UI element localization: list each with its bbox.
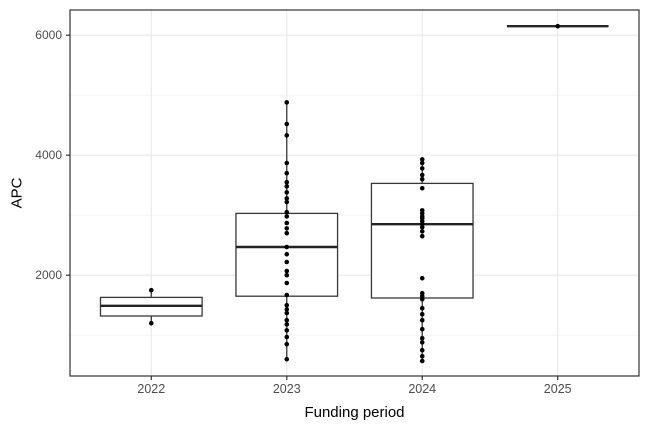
- data-point: [284, 251, 290, 257]
- boxplot-group-2022: [99, 287, 203, 326]
- data-point: [284, 356, 290, 362]
- data-point: [284, 226, 290, 231]
- y-tick-label: 6000: [35, 28, 62, 42]
- data-point: [284, 209, 290, 215]
- data-point: [284, 310, 290, 316]
- data-point: [284, 170, 290, 176]
- data-point: [419, 176, 425, 182]
- data-point: [284, 292, 290, 298]
- data-point: [284, 280, 290, 286]
- data-point: [419, 275, 425, 281]
- data-point: [284, 100, 290, 105]
- data-point: [284, 133, 290, 138]
- data-point: [419, 358, 425, 364]
- data-point: [284, 179, 290, 185]
- data-point: [419, 233, 425, 239]
- x-tick-label: 2025: [544, 382, 572, 396]
- y-tick-label: 4000: [35, 148, 62, 162]
- data-point: [284, 220, 290, 226]
- data-point: [419, 157, 425, 162]
- data-point: [284, 328, 290, 333]
- data-point: [419, 353, 425, 359]
- data-point: [419, 347, 425, 353]
- x-axis-title: Funding period: [304, 404, 405, 421]
- data-point: [419, 166, 425, 171]
- data-point: [555, 23, 561, 29]
- data-point: [284, 322, 290, 327]
- data-point: [284, 160, 290, 166]
- data-point: [419, 317, 425, 323]
- data-point: [284, 196, 290, 201]
- data-point: [284, 121, 290, 127]
- data-point: [284, 230, 290, 236]
- data-point: [284, 190, 290, 195]
- data-point: [419, 229, 425, 234]
- data-point: [284, 214, 290, 219]
- data-point: [284, 268, 290, 274]
- data-point: [284, 259, 290, 265]
- data-point: [284, 244, 290, 250]
- data-point: [419, 340, 425, 345]
- data-point: [419, 172, 425, 178]
- x-tick-label: 2023: [273, 382, 301, 396]
- x-tick-label: 2024: [408, 382, 436, 396]
- panel-background: [70, 10, 639, 376]
- panel-border: [69, 9, 640, 377]
- boxplot-group-2024: [370, 157, 474, 364]
- boxplot-group-2025: [506, 23, 609, 29]
- data-point: [419, 335, 425, 341]
- data-point: [148, 287, 154, 293]
- data-point: [284, 199, 290, 205]
- data-point: [419, 326, 425, 332]
- data-point: [284, 334, 290, 340]
- data-point: [148, 320, 154, 326]
- x-tick-label: 2022: [137, 382, 165, 396]
- box: [370, 182, 474, 299]
- data-point: [284, 341, 290, 347]
- data-point: [419, 296, 425, 302]
- data-point: [284, 184, 290, 189]
- y-tick-label: 2000: [35, 268, 62, 282]
- data-point: [284, 272, 290, 278]
- data-point: [284, 317, 290, 323]
- boxplot-group-2023: [235, 100, 339, 362]
- data-point: [419, 160, 425, 166]
- data-point: [419, 305, 425, 311]
- data-point: [419, 224, 425, 230]
- y-axis-title: APC: [8, 177, 26, 209]
- data-point: [419, 311, 425, 317]
- data-point: [284, 302, 290, 308]
- data-point: [419, 185, 425, 191]
- data-point: [284, 307, 290, 312]
